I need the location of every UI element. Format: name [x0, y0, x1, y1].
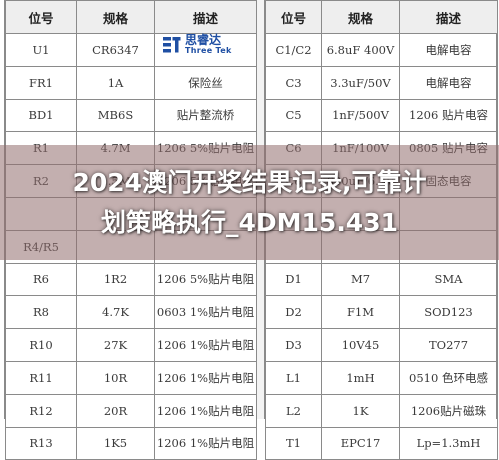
cell-desc: 1206 贴片电容: [399, 98, 498, 133]
cell-spec: 1K: [321, 393, 400, 428]
cell-ref: R6: [5, 262, 77, 297]
cell-spec: 20R: [76, 393, 155, 428]
cell-desc: Lp=1.3mH: [399, 426, 498, 460]
cell-ref: R12: [5, 393, 77, 428]
table-row: BD1 MB6S 贴片整流桥: [5, 98, 257, 133]
header-ref: 位号: [265, 0, 322, 34]
cell-desc: 电解电容: [399, 33, 498, 67]
table-row: FR1 1A 保险丝: [5, 65, 257, 100]
cell-spec: 1nF/500V: [321, 98, 400, 133]
cell-desc: 0603 1%贴片电阻: [154, 295, 257, 330]
cell-ref: D3: [265, 328, 322, 362]
cell-spec: 6.8uF 400V: [321, 33, 400, 67]
header-spec: 规格: [321, 0, 400, 34]
table-row: L2 1K 1206贴片磁珠: [265, 393, 498, 428]
table-row: R10 27K 1206 1%贴片电阻: [5, 328, 257, 362]
table-row: C1/C2 6.8uF 400V 电解电容: [265, 33, 498, 67]
cell-spec: EPC17: [321, 426, 400, 460]
cell-ref: L2: [265, 393, 322, 428]
cell-desc: 电解电容: [399, 65, 498, 100]
table-row: L1 1mH 0510 色环电感: [265, 360, 498, 395]
cell-desc: 1206 1%贴片电阻: [154, 393, 257, 428]
banner-line-1: 2024澳门开奖结果记录,可靠计: [72, 168, 427, 197]
table-row: T1 EPC17 Lp=1.3mH: [265, 426, 498, 460]
cell-desc: SOD123: [399, 295, 498, 330]
cell-desc: 1206贴片磁珠: [399, 393, 498, 428]
cell-ref: R10: [5, 328, 77, 362]
table-row: D1 M7 SMA: [265, 262, 498, 297]
logo-name-en: Three Tek: [185, 46, 232, 55]
cell-ref: R13: [5, 426, 77, 460]
cell-spec: 1K5: [76, 426, 155, 460]
cell-ref: C1/C2: [265, 33, 322, 67]
header-desc: 描述: [399, 0, 498, 34]
cell-ref: BD1: [5, 98, 77, 133]
cell-desc: 0510 色环电感: [399, 360, 498, 395]
table-header-row: 位号 规格 描述: [5, 0, 257, 34]
threetek-logo-icon: [163, 37, 181, 53]
threetek-logo: 思睿达 Three Tek: [163, 34, 243, 56]
cell-ref: C3: [265, 65, 322, 100]
cell-spec: F1M: [321, 295, 400, 330]
cell-desc: 保险丝: [154, 65, 257, 100]
cell-spec: 10R: [76, 360, 155, 395]
cell-spec: 1A: [76, 65, 155, 100]
table-row: C5 1nF/500V 1206 贴片电容: [265, 98, 498, 133]
table-row: R11 10R 1206 1%贴片电阻: [5, 360, 257, 395]
cell-ref: D2: [265, 295, 322, 330]
cell-spec: 10V45: [321, 328, 400, 362]
cell-spec: MB6S: [76, 98, 155, 133]
cell-ref: C5: [265, 98, 322, 133]
cell-spec: 1R2: [76, 262, 155, 297]
header-ref: 位号: [5, 0, 77, 34]
table-header-row: 位号 规格 描述: [265, 0, 498, 34]
banner-line-2: 划策略执行_4DM15.431: [101, 208, 398, 237]
cell-spec: 3.3uF/50V: [321, 65, 400, 100]
cell-desc: 1206 1%贴片电阻: [154, 426, 257, 460]
cell-desc: SMA: [399, 262, 498, 297]
table-row: R13 1K5 1206 1%贴片电阻: [5, 426, 257, 460]
cell-ref: T1: [265, 426, 322, 460]
cell-spec: 27K: [76, 328, 155, 362]
header-desc: 描述: [154, 0, 257, 34]
overlay-banner: [0, 145, 499, 260]
cell-spec: M7: [321, 262, 400, 297]
table-row: C3 3.3uF/50V 电解电容: [265, 65, 498, 100]
cell-desc: 1206 1%贴片电阻: [154, 328, 257, 362]
table-row: R6 1R2 1206 5%贴片电阻: [5, 262, 257, 297]
cell-spec: 1mH: [321, 360, 400, 395]
cell-ref: R11: [5, 360, 77, 395]
table-row: R12 20R 1206 1%贴片电阻: [5, 393, 257, 428]
cell-ref: FR1: [5, 65, 77, 100]
cell-desc: 1206 1%贴片电阻: [154, 360, 257, 395]
cell-ref: U1: [5, 33, 77, 67]
cell-ref: D1: [265, 262, 322, 297]
cell-desc: 贴片整流桥: [154, 98, 257, 133]
cell-desc: TO277: [399, 328, 498, 362]
cell-spec: 4.7K: [76, 295, 155, 330]
overlay-banner-text: 2024澳门开奖结果记录,可靠计 划策略执行_4DM15.431: [0, 163, 499, 243]
cell-desc: 1206 5%贴片电阻: [154, 262, 257, 297]
table-row: D2 F1M SOD123: [265, 295, 498, 330]
table-row: R8 4.7K 0603 1%贴片电阻: [5, 295, 257, 330]
cell-spec: CR6347: [76, 33, 155, 67]
cell-ref: R8: [5, 295, 77, 330]
header-spec: 规格: [76, 0, 155, 34]
table-row: D3 10V45 TO277: [265, 328, 498, 362]
logo-name-cn: 思睿达: [185, 33, 222, 47]
cell-ref: L1: [265, 360, 322, 395]
